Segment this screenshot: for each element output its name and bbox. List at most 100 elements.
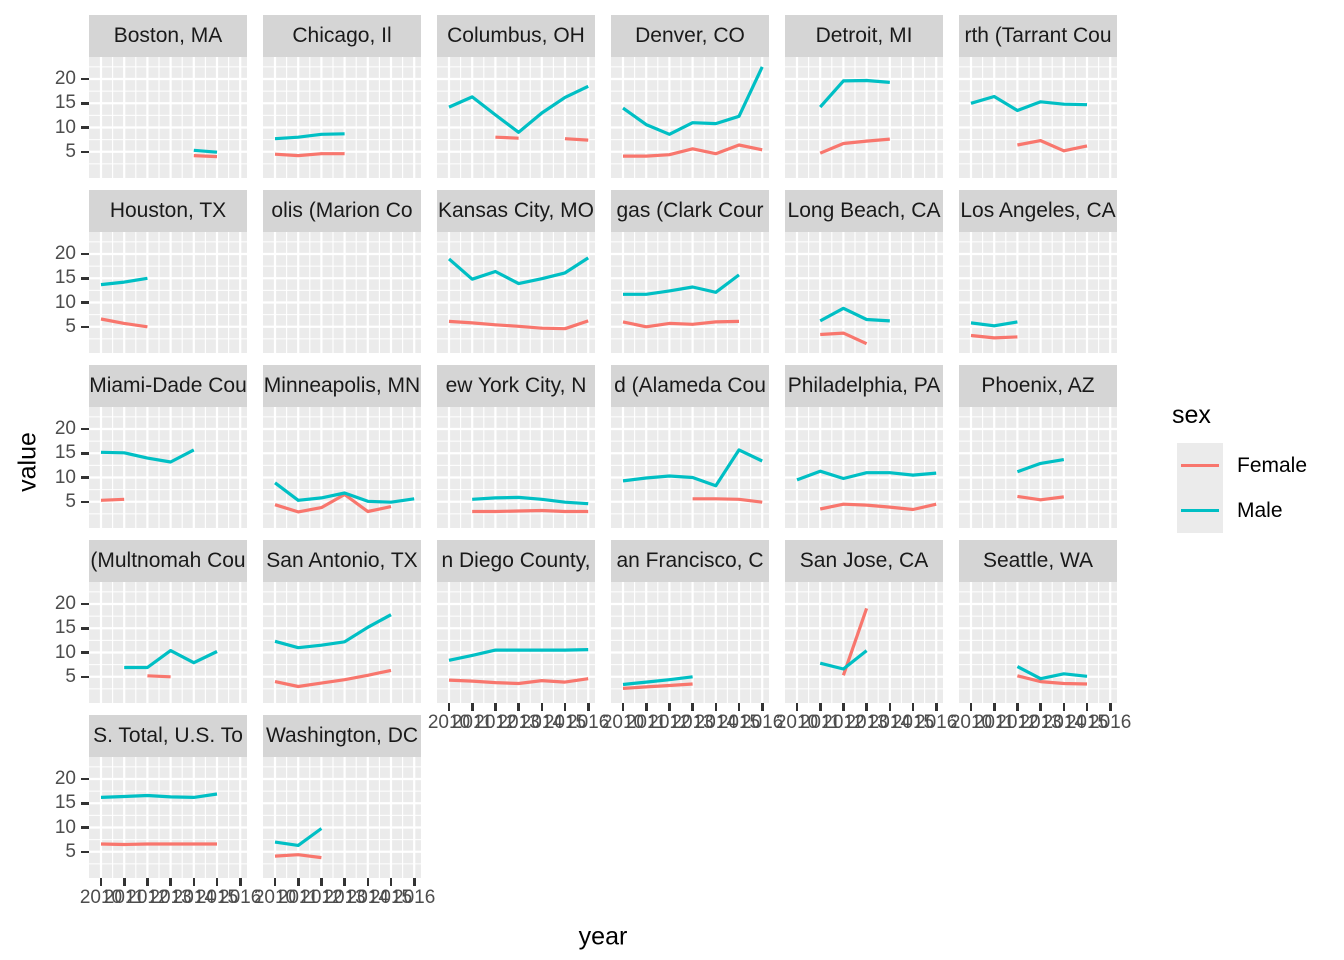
facet-panel xyxy=(785,57,943,178)
facet-strip: Chicago, Il xyxy=(263,15,421,57)
x-axis-tick xyxy=(842,703,845,711)
facet-title: gas (Clark Cour xyxy=(616,199,764,222)
line-male xyxy=(819,78,890,109)
y-tick-label: 15 xyxy=(54,792,76,814)
x-tick-label: 2015 xyxy=(369,887,413,908)
x-tick-label: 2015 xyxy=(717,712,761,733)
facet-strip: d (Alameda Cou xyxy=(611,365,769,407)
facet-title: ew York City, N xyxy=(445,374,587,397)
x-axis-tick xyxy=(123,878,126,886)
x-tick-label: 2012 xyxy=(648,712,691,733)
x-axis-tick xyxy=(819,703,822,711)
facet-strip: Washington, DC xyxy=(263,715,421,757)
facet-panel xyxy=(437,407,595,528)
y-tick-label: 20 xyxy=(54,418,76,439)
x-tick-label: 2013 xyxy=(845,712,888,733)
facet-title: Minneapolis, MN xyxy=(263,374,421,397)
facet-strip: San Antonio, TX xyxy=(263,540,421,582)
x-axis-tick xyxy=(215,878,219,886)
line-male xyxy=(622,448,763,488)
x-tick-label: 2012 xyxy=(126,887,169,908)
line-female xyxy=(819,502,937,512)
x-axis-tick xyxy=(169,878,172,886)
facet-panel xyxy=(959,57,1117,178)
x-axis-tick xyxy=(714,703,718,711)
x-axis-tick xyxy=(297,878,300,886)
legend-key-male xyxy=(1177,488,1223,533)
y-tick-label: 15 xyxy=(54,92,76,114)
line-female xyxy=(622,682,693,690)
x-axis-tick xyxy=(320,878,323,886)
facet-panel xyxy=(959,232,1117,353)
x-tick-label: 2012 xyxy=(474,712,517,733)
y-axis-tick xyxy=(81,427,89,431)
x-tick-label: 2010 xyxy=(601,712,645,733)
line-male xyxy=(274,481,415,504)
facet-strip: S. Total, U.S. To xyxy=(89,715,247,757)
y-axis-tick xyxy=(81,150,89,154)
x-axis-tick xyxy=(239,878,242,886)
line-male xyxy=(622,66,764,136)
y-axis-tick xyxy=(81,102,89,105)
x-tick-label: 2013 xyxy=(1019,712,1062,733)
facet-title: Los Angeles, CA xyxy=(960,199,1116,222)
y-tick-label: 20 xyxy=(54,768,76,789)
x-tick-label: 2010 xyxy=(949,712,993,733)
line-female xyxy=(448,319,589,331)
y-tick-label: 15 xyxy=(54,267,76,289)
line-female xyxy=(1017,674,1088,686)
y-axis-tick xyxy=(81,777,89,781)
facet-strip: Kansas City, MO xyxy=(437,190,595,232)
facet-panel xyxy=(437,232,595,353)
facet-title: rth (Tarrant Cou xyxy=(964,24,1112,47)
facet-panel xyxy=(611,407,769,528)
line-female xyxy=(274,492,392,514)
facet-title: Detroit, MI xyxy=(815,24,913,47)
y-tick-label: 15 xyxy=(54,442,76,464)
x-axis-tick xyxy=(865,703,868,711)
facet-strip: San Jose, CA xyxy=(785,540,943,582)
male-line-swatch xyxy=(1181,509,1219,513)
facet-title: Chicago, Il xyxy=(292,24,392,47)
x-axis-tick xyxy=(413,878,416,886)
facet-strip: Boston, MA xyxy=(89,15,247,57)
facet-strip: an Francisco, C xyxy=(611,540,769,582)
y-tick-label: 10 xyxy=(54,116,76,138)
x-axis-tick xyxy=(888,703,892,711)
line-female xyxy=(1017,138,1088,153)
x-tick-label: 2013 xyxy=(323,887,366,908)
y-axis-tick xyxy=(81,826,89,829)
facet-strip: gas (Clark Cour xyxy=(611,190,769,232)
facet-panel xyxy=(263,407,421,528)
facet-strip: Columbus, OH xyxy=(437,15,595,57)
facet-title: Long Beach, CA xyxy=(787,199,941,222)
facet-title: n Diego County, xyxy=(441,549,591,572)
x-tick-label: 2014 xyxy=(1042,712,1085,733)
x-tick-label: 2016 xyxy=(741,712,784,733)
line-male xyxy=(819,306,890,323)
x-tick-label: 2011 xyxy=(103,887,145,908)
facet-title: Washington, DC xyxy=(265,724,419,747)
x-axis-tick xyxy=(494,703,497,711)
line-male xyxy=(274,827,323,848)
x-tick-label: 2016 xyxy=(1089,712,1132,733)
line-male xyxy=(472,495,589,506)
line-female xyxy=(564,137,589,142)
x-tick-label: 2011 xyxy=(451,712,493,733)
facet-panel xyxy=(89,582,247,703)
x-tick-label: 2012 xyxy=(822,712,865,733)
facet-strip: n Diego County, xyxy=(437,540,595,582)
y-tick-label: 5 xyxy=(65,315,76,337)
x-axis-tick xyxy=(621,703,625,711)
x-axis-tick xyxy=(563,703,567,711)
x-axis-tick xyxy=(1062,703,1066,711)
facet-strip: Houston, TX xyxy=(89,190,247,232)
facet-title: Denver, CO xyxy=(635,24,745,47)
line-female xyxy=(1017,494,1064,502)
x-axis-tick xyxy=(146,878,149,886)
x-axis-tick xyxy=(737,703,741,711)
facet-strip: Denver, CO xyxy=(611,15,769,57)
y-tick-label: 5 xyxy=(65,490,76,512)
facet-title: Boston, MA xyxy=(113,24,223,47)
